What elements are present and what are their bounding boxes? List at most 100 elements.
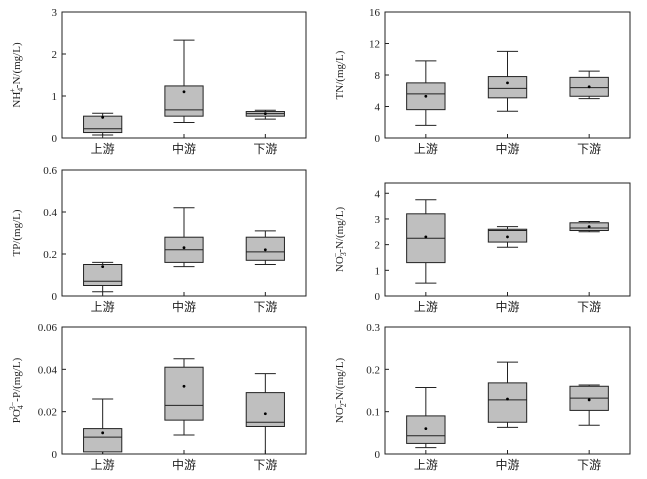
y-label-text-tail: -N/(mg/L) (334, 207, 346, 253)
mean-marker (506, 235, 509, 239)
x-category-label: 上游 (414, 300, 438, 314)
y-label-text: NO (334, 256, 346, 272)
mean-marker (424, 235, 428, 239)
box-3 (569, 70, 609, 100)
chart-panel-5: 0 0.02 0.04 0.06 上游 中游 下游 PO43−-P/(mg/L) (8, 322, 307, 472)
mean-marker (101, 431, 105, 435)
box-1 (406, 387, 446, 449)
box-iqr (164, 85, 204, 117)
mean-marker (424, 427, 428, 430)
mean-marker (101, 116, 105, 119)
box-iqr (83, 428, 123, 453)
chart-panel-3: 0 0.2 0.4 0.6 上游 中游 下游 TP/(mg/L) (11, 165, 307, 314)
mean-marker (182, 90, 186, 94)
box-2 (487, 226, 528, 248)
y-tick-label: 0 (375, 449, 381, 461)
mean-marker (506, 81, 509, 85)
y-tick-label: 1 (52, 91, 58, 103)
x-category-label: 上游 (414, 142, 438, 156)
y-label-text-tail: -N/(mg/L) (334, 358, 346, 404)
box-1 (83, 398, 123, 455)
y-axis-label: NO2−-N/(mg/L) (331, 358, 348, 424)
y-tick-label: 0.2 (43, 249, 57, 261)
x-category-label: 上游 (91, 142, 115, 156)
x-category-label: 下游 (577, 300, 601, 314)
mean-marker (101, 265, 105, 268)
y-label-text: NH (11, 92, 23, 108)
y-tick-label: 0.1 (366, 407, 380, 419)
y-tick-label: 3 (52, 7, 58, 19)
x-category-label: 中游 (495, 141, 519, 156)
mean-marker (587, 85, 591, 89)
y-axis-label: TN/(mg/L) (334, 50, 346, 99)
y-tick-label: 0.3 (366, 322, 380, 334)
y-label-subscript: 3 (339, 252, 348, 256)
box-3 (569, 384, 609, 426)
y-tick-label: 0 (52, 449, 58, 461)
mean-marker (182, 246, 186, 250)
y-tick-label: 3 (375, 214, 381, 226)
y-label-subscript: 2 (339, 403, 348, 407)
y-tick-label: 0.06 (38, 322, 58, 334)
x-category-label: 中游 (495, 457, 519, 472)
y-label-superscript: − (331, 403, 340, 408)
y-tick-label: 0.04 (38, 364, 58, 376)
x-category-label: 中游 (172, 299, 196, 314)
box-2 (164, 39, 204, 123)
box-1 (406, 199, 446, 284)
box-3 (245, 373, 285, 455)
chart-panel-6: 0 0.1 0.2 0.3 上游 中游 下游 NO2−-N/(mg/L) (331, 322, 631, 472)
y-label-text: TP/(mg/L) (11, 209, 23, 256)
y-tick-label: 0.6 (43, 165, 57, 177)
y-label-subscript: 4 (16, 405, 25, 409)
box-2 (164, 358, 204, 436)
box-3 (569, 221, 609, 233)
box-iqr (164, 366, 204, 421)
mean-marker (182, 384, 186, 388)
box-iqr (487, 76, 528, 99)
y-label-text-tail: -P/(mg/L) (11, 357, 23, 401)
y-tick-label: 4 (375, 102, 381, 114)
mean-marker (587, 398, 591, 402)
y-tick-label: 0 (375, 291, 381, 303)
box-2 (487, 361, 528, 428)
box-1 (83, 112, 123, 136)
mean-marker (424, 94, 428, 98)
y-axis-label: NH4+-N/(mg/L) (8, 42, 25, 108)
y-axis-label: TP/(mg/L) (11, 209, 23, 256)
y-axis-label: NO3−-N/(mg/L) (331, 207, 348, 273)
y-tick-label: 1 (375, 265, 381, 277)
x-category-label: 下游 (253, 142, 277, 156)
y-label-superscript: − (331, 252, 340, 257)
mean-marker (263, 112, 267, 116)
y-axis-label: PO43−-P/(mg/L) (8, 357, 25, 423)
x-category-label: 中游 (495, 299, 519, 314)
box-2 (487, 50, 528, 112)
y-tick-label: 0 (52, 291, 58, 303)
y-tick-label: 2 (52, 49, 58, 61)
box-iqr (245, 392, 285, 427)
box-iqr (83, 264, 123, 286)
y-label-text: PO (11, 409, 23, 423)
box-3 (245, 230, 285, 265)
mean-marker (587, 225, 591, 229)
x-category-label: 上游 (91, 300, 115, 314)
y-tick-label: 16 (369, 7, 381, 19)
y-tick-label: 2 (375, 240, 381, 252)
x-category-label: 下游 (577, 142, 601, 156)
y-tick-label: 0 (52, 133, 58, 145)
chart-panel-2: 0 4 8 12 16 上游 中游 下游 TN/(mg/L) (334, 7, 631, 156)
x-category-label: 下游 (253, 300, 277, 314)
y-label-text: TN/(mg/L) (334, 50, 346, 99)
box-iqr (487, 382, 528, 423)
box-1 (83, 261, 123, 293)
y-label-text: NO (334, 407, 346, 423)
x-category-label: 下游 (253, 458, 277, 472)
y-label-text-tail: -N/(mg/L) (11, 42, 23, 88)
x-category-label: 下游 (577, 458, 601, 472)
mean-marker (263, 248, 267, 252)
mean-marker (506, 397, 509, 401)
mean-marker (263, 412, 267, 416)
